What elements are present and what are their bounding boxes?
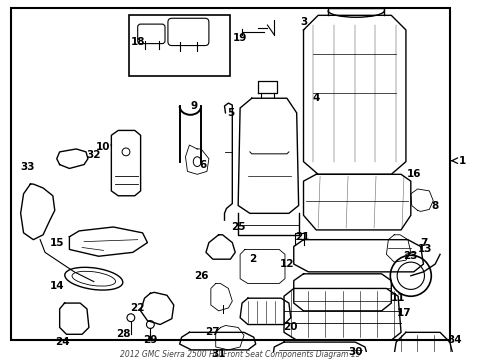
Text: 3: 3 (299, 17, 306, 27)
Text: 24: 24 (55, 337, 70, 347)
Text: 22: 22 (130, 303, 144, 313)
Text: 2: 2 (249, 254, 256, 264)
Text: 26: 26 (193, 271, 208, 281)
Text: 15: 15 (49, 238, 64, 248)
Text: 25: 25 (230, 222, 245, 232)
Text: 21: 21 (295, 232, 309, 242)
Ellipse shape (64, 267, 122, 290)
FancyBboxPatch shape (138, 24, 164, 44)
Text: 4: 4 (312, 93, 319, 103)
Text: 17: 17 (396, 308, 410, 318)
Text: 16: 16 (406, 169, 420, 179)
Text: 31: 31 (211, 349, 225, 359)
Text: 14: 14 (49, 280, 64, 291)
FancyBboxPatch shape (167, 18, 208, 46)
Text: 18: 18 (130, 37, 144, 47)
Text: 23: 23 (403, 251, 417, 261)
Text: 34: 34 (447, 335, 461, 345)
Text: 6: 6 (199, 159, 206, 170)
Text: 29: 29 (143, 335, 157, 345)
Text: 27: 27 (205, 327, 220, 337)
Text: 9: 9 (190, 101, 198, 111)
Bar (129, 15, 230, 76)
Text: 13: 13 (417, 244, 432, 255)
Text: 30: 30 (347, 347, 362, 357)
Text: 2012 GMC Sierra 2500 HD Front Seat Components Diagram 15: 2012 GMC Sierra 2500 HD Front Seat Compo… (120, 350, 360, 359)
Text: 10: 10 (96, 142, 111, 152)
Text: 20: 20 (283, 323, 298, 333)
Text: 11: 11 (390, 293, 405, 303)
Text: 5: 5 (226, 108, 233, 118)
Text: 1: 1 (458, 156, 465, 166)
Text: 7: 7 (419, 238, 427, 248)
Text: 8: 8 (431, 201, 438, 211)
Text: 19: 19 (232, 33, 247, 43)
Text: 33: 33 (20, 162, 35, 171)
Text: 12: 12 (279, 259, 294, 269)
Text: 32: 32 (86, 150, 101, 160)
Text: 28: 28 (116, 329, 130, 339)
